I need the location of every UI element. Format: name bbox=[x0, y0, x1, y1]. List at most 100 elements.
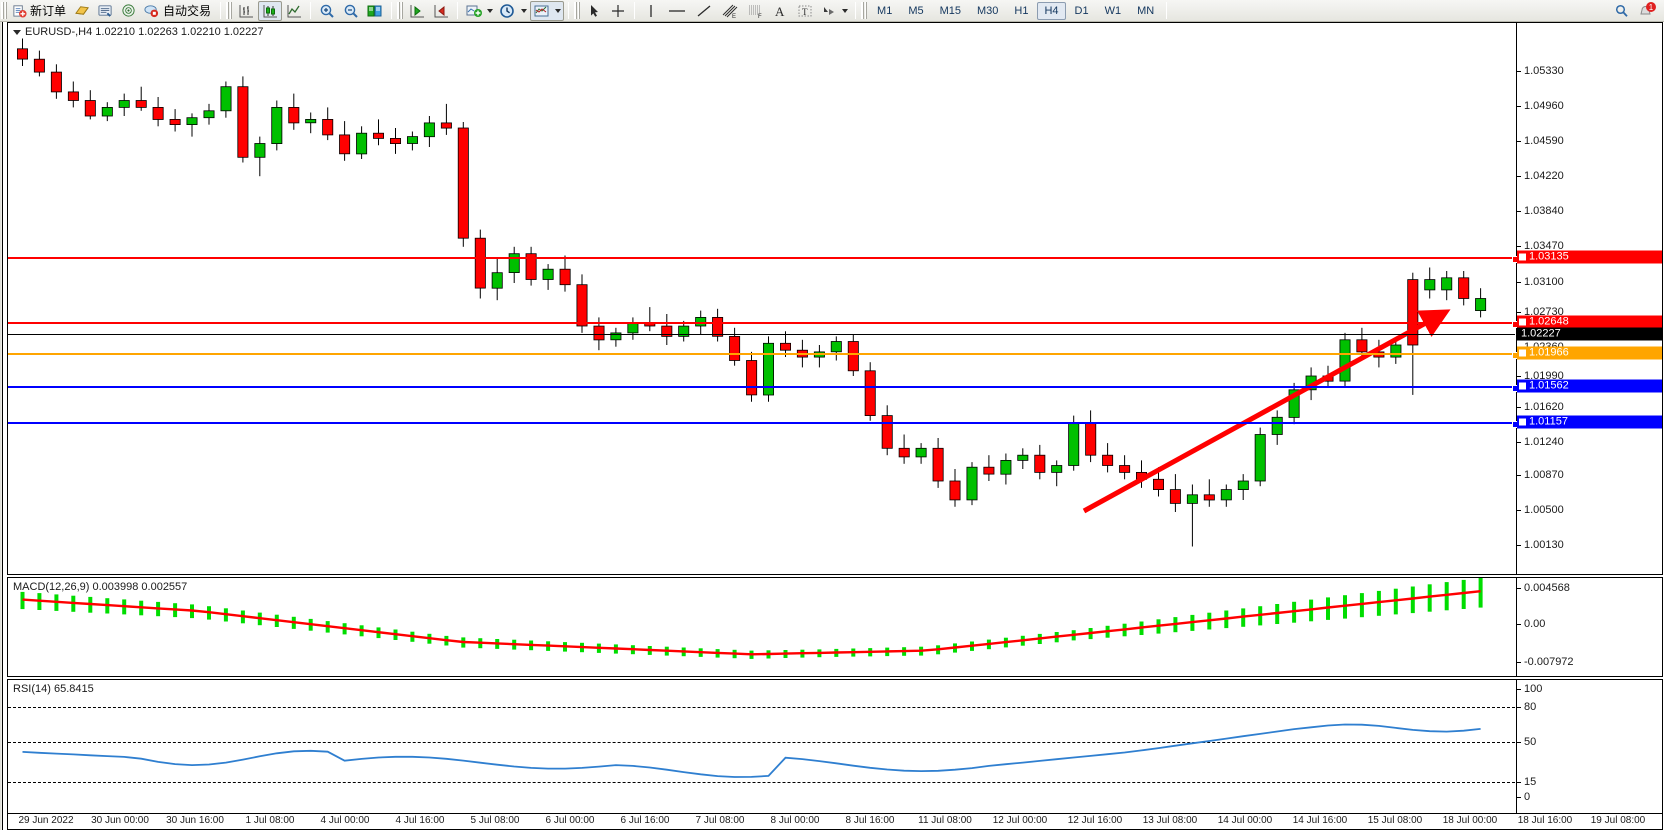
shift-start-icon bbox=[410, 4, 425, 17]
level-line-support-2[interactable] bbox=[8, 421, 1519, 428]
timeframe-h1[interactable]: H1 bbox=[1014, 4, 1029, 17]
template-icon bbox=[75, 6, 89, 15]
price-axis-tick-label: 1.01620 bbox=[1524, 401, 1564, 413]
rsi-axis-tick-label: 15 bbox=[1524, 776, 1537, 788]
price-tag-support-1[interactable]: 1.01562 bbox=[1517, 379, 1662, 393]
templates-dropdown-arrow[interactable] bbox=[555, 8, 562, 13]
candlestick-series bbox=[16, 38, 1487, 547]
trendline-button[interactable] bbox=[691, 1, 717, 21]
tile-windows-button[interactable] bbox=[363, 1, 387, 21]
templates-button[interactable] bbox=[530, 0, 565, 21]
crosshair-button[interactable] bbox=[606, 1, 630, 21]
price-tag-resistance-1[interactable]: 1.03135 bbox=[1517, 250, 1662, 264]
toolbar-separator-2 bbox=[310, 2, 312, 19]
price-axis-tick: 1.02730 bbox=[1517, 306, 1564, 318]
timeframe-m15[interactable]: M15 bbox=[939, 4, 961, 17]
toolbar-grip[interactable] bbox=[1, 2, 7, 19]
rsi-pane[interactable]: RSI(14) 65.8415 100 80 50 15 0 bbox=[7, 679, 1663, 814]
period-dropdown-arrow[interactable] bbox=[521, 8, 528, 13]
timeframe-w1[interactable]: W1 bbox=[1104, 4, 1122, 17]
toolbar-grip-2[interactable] bbox=[226, 2, 233, 19]
rsi-axis-tick-label: 0 bbox=[1524, 791, 1531, 803]
price-tag-pivot[interactable]: 1.01966 bbox=[1517, 346, 1662, 360]
equidistant-channel-button[interactable]: E bbox=[717, 1, 743, 21]
toolbar-grip-5[interactable] bbox=[861, 2, 868, 19]
shift-start-button[interactable] bbox=[405, 1, 429, 21]
hline-button[interactable] bbox=[663, 1, 691, 21]
indicators-button[interactable] bbox=[462, 1, 496, 21]
price-axis-tick: 1.00130 bbox=[1517, 539, 1564, 551]
timeframe-mn[interactable]: MN bbox=[1137, 4, 1155, 17]
text-box-button[interactable]: T bbox=[793, 1, 817, 21]
alert-count-text: 1 bbox=[1649, 3, 1654, 12]
timeframe-h4[interactable]: H4 bbox=[1037, 1, 1066, 20]
price-tag-value: 1.01562 bbox=[1529, 379, 1569, 392]
crosshair-icon bbox=[612, 4, 625, 17]
candlestick-chart-button[interactable] bbox=[258, 0, 283, 21]
new-order-button[interactable]: 新订单 bbox=[9, 1, 71, 21]
level-line-resistance-2[interactable] bbox=[8, 321, 1519, 328]
price-axis-tick-label: 1.01990 bbox=[1524, 370, 1564, 382]
macd-label: MACD(12,26,9) 0.003998 0.002557 bbox=[13, 581, 188, 593]
autotrading-button[interactable]: 自动交易 bbox=[140, 1, 216, 21]
price-tag-resistance-2[interactable]: 1.02648 bbox=[1517, 315, 1662, 329]
rsi-label: RSI(14) 65.8415 bbox=[13, 683, 94, 695]
symbol-header[interactable]: EURUSD-,H4 1.02210 1.02263 1.02210 1.022… bbox=[13, 26, 264, 38]
line-chart-button[interactable] bbox=[282, 1, 306, 21]
shapes-dropdown-arrow[interactable] bbox=[842, 8, 849, 13]
bar-chart-button[interactable] bbox=[234, 1, 258, 21]
time-axis[interactable]: 29 Jun 2022 30 Jun 00:00 30 Jun 16:00 1 Jul… bbox=[7, 814, 1663, 830]
timeframe-m1[interactable]: M1 bbox=[877, 4, 893, 17]
toolbar-grip-3[interactable] bbox=[397, 2, 404, 19]
level-line-pivot[interactable] bbox=[8, 352, 1519, 359]
macd-pane[interactable]: MACD(12,26,9) 0.003998 0.002557 0.004568… bbox=[7, 577, 1663, 677]
zoom-out-button[interactable] bbox=[339, 1, 363, 21]
rsi-level-line bbox=[8, 782, 1515, 783]
timeframe-m30[interactable]: M30 bbox=[977, 4, 999, 17]
toolbar-separator-4 bbox=[457, 2, 459, 19]
text-label-button[interactable]: A bbox=[769, 1, 793, 21]
chart-menu-caret-icon[interactable] bbox=[13, 29, 21, 35]
cursor-button[interactable] bbox=[582, 1, 606, 21]
rsi-axis[interactable]: 100 80 50 15 0 bbox=[1516, 680, 1662, 813]
macd-axis[interactable]: 0.004568 0.00 -0.007972 bbox=[1516, 578, 1662, 676]
time-axis-label: 6 Jul 00:00 bbox=[545, 815, 595, 826]
level-line-resistance-1[interactable] bbox=[8, 256, 1519, 263]
chart-frame: EURUSD-,H4 1.02210 1.02263 1.02210 1.022… bbox=[2, 22, 1663, 830]
period-button[interactable] bbox=[496, 1, 530, 21]
svg-text:A: A bbox=[775, 4, 785, 19]
chart-left-rail[interactable] bbox=[0, 22, 2, 830]
navigator-button[interactable] bbox=[117, 1, 140, 21]
fibo-button[interactable]: F bbox=[743, 1, 769, 21]
zoom-out-icon bbox=[344, 4, 358, 18]
toolbar-separator-5 bbox=[568, 2, 570, 19]
price-plot[interactable] bbox=[8, 23, 1519, 574]
time-axis-label: 15 Jul 08:00 bbox=[1367, 815, 1423, 826]
indicators-dropdown-arrow[interactable] bbox=[487, 8, 494, 13]
price-axis[interactable]: 1.05330 1.04960 1.04590 1.04220 1.03840 1.034… bbox=[1516, 23, 1662, 574]
timeframe-m5[interactable]: M5 bbox=[908, 4, 924, 17]
toolbar-grip-4[interactable] bbox=[574, 2, 581, 19]
data-window-button[interactable] bbox=[94, 1, 117, 21]
toolbar-separator-3 bbox=[391, 2, 393, 19]
timeframe-d1[interactable]: D1 bbox=[1074, 4, 1089, 17]
shift-end-button[interactable] bbox=[429, 1, 453, 21]
price-axis-tick-label: 1.04590 bbox=[1524, 135, 1564, 147]
price-pane[interactable]: EURUSD-,H4 1.02210 1.02263 1.02210 1.022… bbox=[7, 22, 1663, 575]
rsi-plot[interactable] bbox=[8, 680, 1515, 813]
price-axis-tick: 1.01990 bbox=[1517, 370, 1564, 382]
macd-plot[interactable] bbox=[8, 578, 1515, 676]
shapes-button[interactable] bbox=[817, 1, 851, 21]
macd-axis-tick-label: 0.00 bbox=[1524, 618, 1546, 630]
level-line-support-1[interactable] bbox=[8, 385, 1519, 392]
zoom-in-button[interactable] bbox=[315, 1, 339, 21]
vline-icon bbox=[650, 4, 652, 17]
rsi-series bbox=[22, 723, 1481, 778]
vline-button[interactable] bbox=[639, 1, 663, 21]
search-button[interactable] bbox=[1610, 1, 1634, 21]
price-tag-support-2[interactable]: 1.01157 bbox=[1517, 415, 1662, 429]
price-tag-value: 1.01966 bbox=[1529, 346, 1569, 359]
template-button[interactable] bbox=[71, 1, 94, 21]
macd-axis-tick-label: -0.007972 bbox=[1524, 656, 1574, 668]
alerts-button[interactable]: 1 bbox=[1634, 1, 1660, 21]
